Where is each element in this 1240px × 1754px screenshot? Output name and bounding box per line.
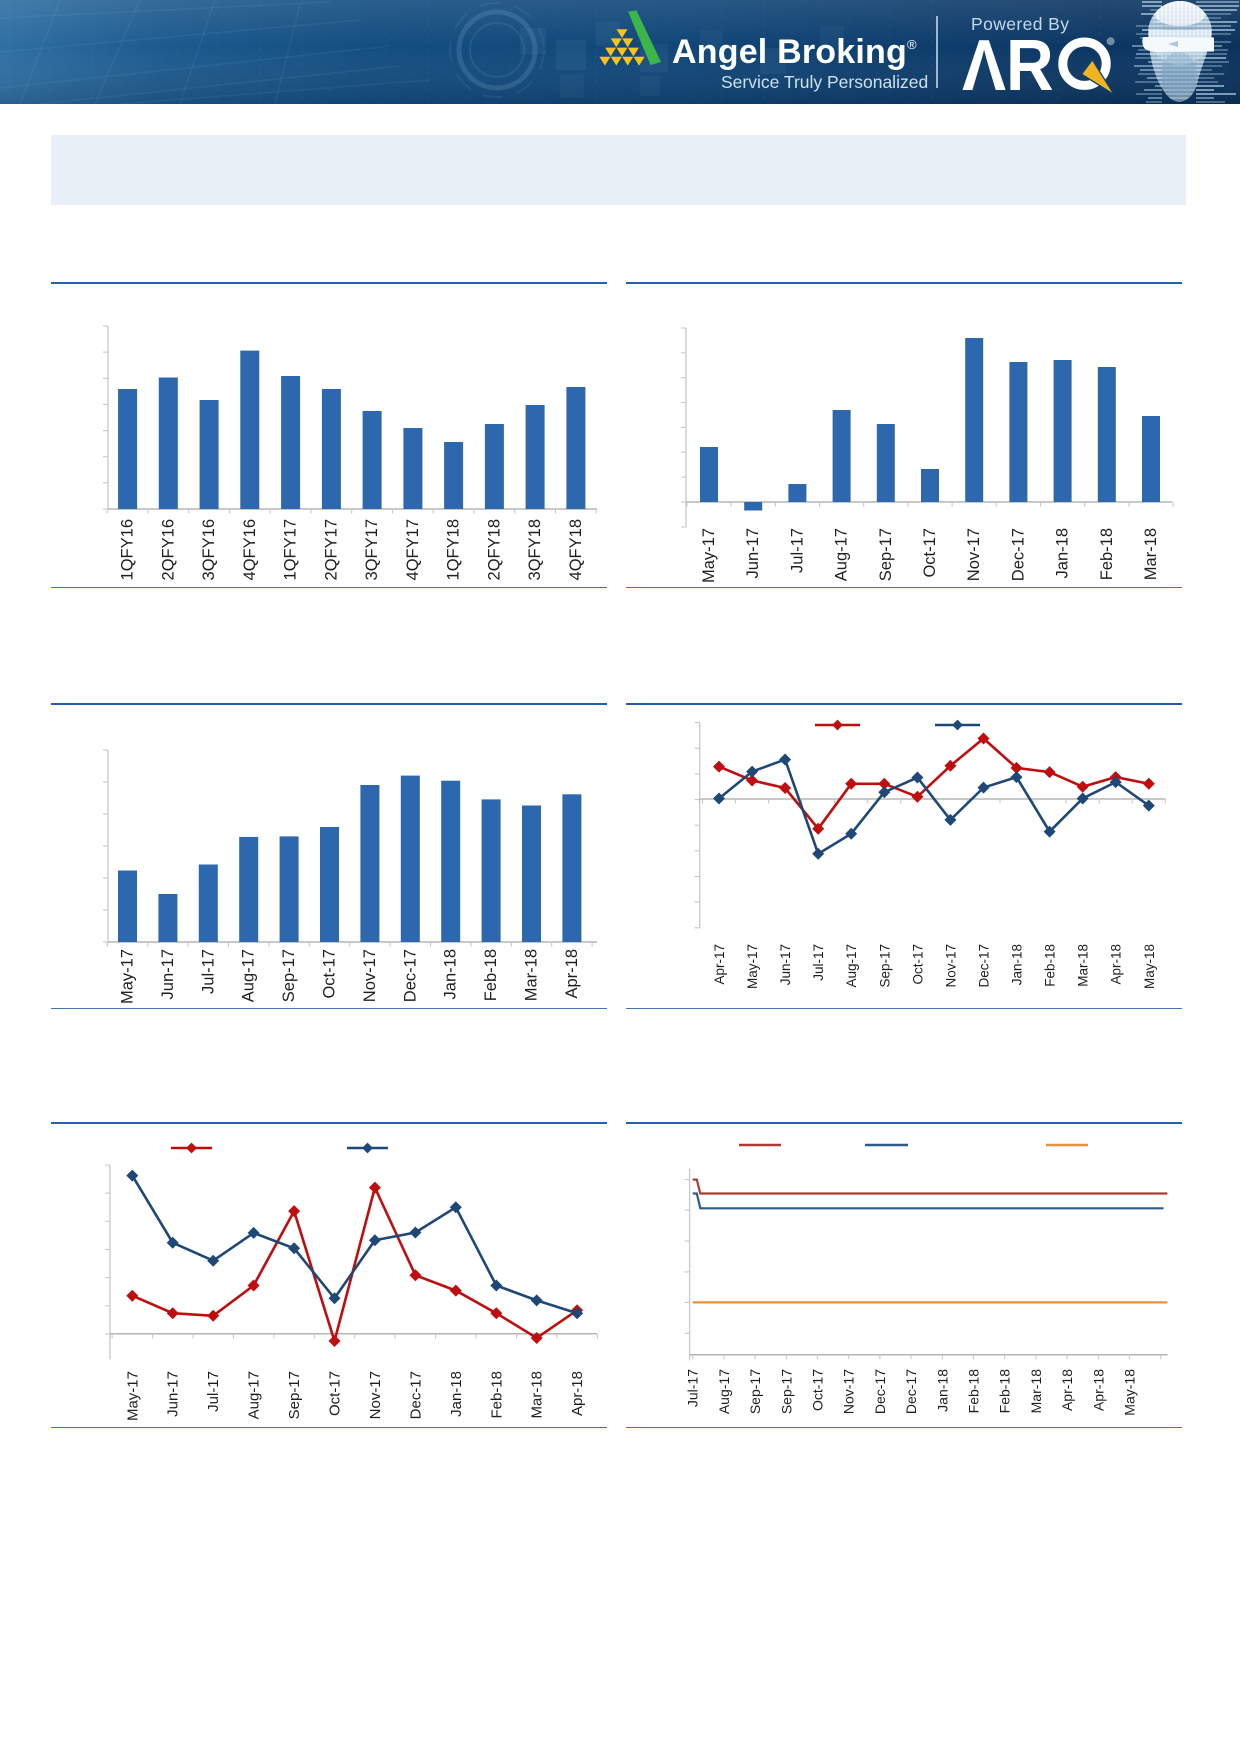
svg-text:Oct-17: Oct-17 xyxy=(910,944,925,985)
svg-text:May-17: May-17 xyxy=(745,944,760,989)
svg-text:Jul-17: Jul-17 xyxy=(205,1371,222,1412)
svg-text:Dec-17: Dec-17 xyxy=(872,1369,888,1414)
svg-text:Mar-18: Mar-18 xyxy=(1142,528,1160,580)
svg-text:2QFY18: 2QFY18 xyxy=(485,519,503,580)
svg-text:Apr-18: Apr-18 xyxy=(563,949,581,999)
svg-text:Nov-17: Nov-17 xyxy=(965,528,983,581)
svg-text:Apr-18: Apr-18 xyxy=(1090,1369,1106,1411)
svg-text:Jul-17: Jul-17 xyxy=(685,1369,701,1407)
svg-text:Jul-17: Jul-17 xyxy=(199,949,217,994)
svg-text:Jun-17: Jun-17 xyxy=(778,944,793,985)
svg-text:Dec-17: Dec-17 xyxy=(903,1369,919,1414)
svg-text:Aug-17: Aug-17 xyxy=(844,944,859,988)
svg-text:Oct-17: Oct-17 xyxy=(321,949,339,999)
svg-text:May-17: May-17 xyxy=(700,528,718,583)
svg-text:Mar-18: Mar-18 xyxy=(1076,944,1091,987)
svg-text:Sep-17: Sep-17 xyxy=(747,1369,763,1414)
svg-text:Oct-17: Oct-17 xyxy=(921,528,939,578)
svg-text:Mar-18: Mar-18 xyxy=(523,949,541,1001)
svg-text:Jun-17: Jun-17 xyxy=(165,1371,182,1417)
svg-text:Nov-17: Nov-17 xyxy=(943,944,958,988)
svg-text:May-18: May-18 xyxy=(1142,944,1157,989)
svg-text:3QFY17: 3QFY17 xyxy=(363,519,381,580)
svg-text:Jun-17: Jun-17 xyxy=(159,949,177,999)
svg-text:ΛR: ΛR xyxy=(962,24,1054,104)
svg-text:Nov-17: Nov-17 xyxy=(361,949,379,1002)
svg-text:Sep-17: Sep-17 xyxy=(280,949,298,1002)
svg-text:3QFY18: 3QFY18 xyxy=(526,519,544,580)
svg-text:Jan-18: Jan-18 xyxy=(448,1371,465,1417)
svg-text:Jan-18: Jan-18 xyxy=(934,1369,950,1412)
svg-text:Aug-17: Aug-17 xyxy=(240,949,258,1002)
svg-text:4QFY17: 4QFY17 xyxy=(404,519,422,580)
svg-text:4QFY16: 4QFY16 xyxy=(241,519,259,580)
svg-text:Apr-18: Apr-18 xyxy=(569,1371,586,1416)
svg-text:Sep-17: Sep-17 xyxy=(286,1371,303,1419)
svg-text:Jul-17: Jul-17 xyxy=(788,528,806,573)
svg-text:Aug-17: Aug-17 xyxy=(716,1369,732,1414)
svg-text:Nov-17: Nov-17 xyxy=(367,1371,384,1419)
svg-text:Feb-18: Feb-18 xyxy=(966,1369,982,1414)
svg-text:Feb-18: Feb-18 xyxy=(482,949,500,1001)
svg-text:Oct-17: Oct-17 xyxy=(810,1369,826,1411)
svg-text:Feb-18: Feb-18 xyxy=(1098,528,1116,580)
svg-text:1QFY16: 1QFY16 xyxy=(119,519,137,580)
svg-text:Sep-17: Sep-17 xyxy=(877,528,895,581)
svg-text:1QFY18: 1QFY18 xyxy=(445,519,463,580)
svg-text:Jan-18: Jan-18 xyxy=(442,949,460,999)
svg-text:Aug-17: Aug-17 xyxy=(246,1371,263,1419)
svg-text:Nov-17: Nov-17 xyxy=(841,1369,857,1414)
svg-text:4QFY18: 4QFY18 xyxy=(567,519,585,580)
svg-text:Dec-17: Dec-17 xyxy=(977,944,992,988)
svg-text:Feb-18: Feb-18 xyxy=(997,1369,1013,1414)
svg-text:Apr-17: Apr-17 xyxy=(712,944,727,985)
svg-text:Jun-17: Jun-17 xyxy=(744,528,762,578)
svg-text:May-17: May-17 xyxy=(124,1371,141,1421)
svg-text:May-18: May-18 xyxy=(1122,1369,1138,1416)
svg-text:Dec-17: Dec-17 xyxy=(407,1371,424,1419)
svg-text:2QFY17: 2QFY17 xyxy=(322,519,340,580)
svg-text:3QFY16: 3QFY16 xyxy=(200,519,218,580)
svg-text:Sep-17: Sep-17 xyxy=(778,1369,794,1414)
svg-text:Apr-18: Apr-18 xyxy=(1109,944,1124,985)
svg-text:2QFY16: 2QFY16 xyxy=(159,519,177,580)
svg-text:1QFY17: 1QFY17 xyxy=(282,519,300,580)
svg-text:Feb-18: Feb-18 xyxy=(488,1371,505,1419)
svg-text:Dec-17: Dec-17 xyxy=(1009,528,1027,581)
svg-text:Jan-18: Jan-18 xyxy=(1010,944,1025,985)
svg-text:Feb-18: Feb-18 xyxy=(1043,944,1058,987)
svg-text:Jan-18: Jan-18 xyxy=(1054,528,1072,578)
svg-text:Oct-17: Oct-17 xyxy=(327,1371,344,1416)
svg-text:Powered By: Powered By xyxy=(971,14,1069,34)
svg-text:Sep-17: Sep-17 xyxy=(877,944,892,988)
svg-text:Aug-17: Aug-17 xyxy=(833,528,851,581)
svg-text:Mar-18: Mar-18 xyxy=(1028,1369,1044,1414)
svg-text:May-17: May-17 xyxy=(119,949,137,1004)
svg-text:Apr-18: Apr-18 xyxy=(1059,1369,1075,1411)
svg-text:Dec-17: Dec-17 xyxy=(401,949,419,1002)
svg-text:Jul-17: Jul-17 xyxy=(811,944,826,981)
svg-text:Mar-18: Mar-18 xyxy=(529,1371,546,1419)
